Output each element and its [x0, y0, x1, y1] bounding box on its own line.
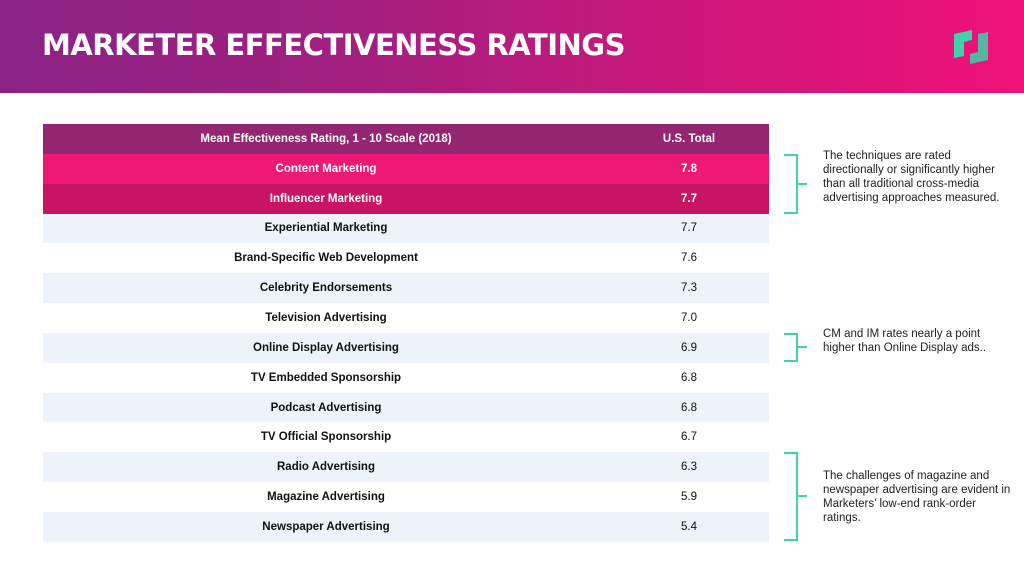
annotation-bracket-3-tick — [798, 495, 807, 497]
row-label: Influencer Marketing — [43, 183, 609, 214]
table-row: Radio Advertising 6.3 — [43, 452, 769, 483]
header-banner: MARKETER EFFECTIVENESS RATINGS — [0, 0, 1024, 93]
row-label: Content Marketing — [43, 153, 609, 184]
row-label: TV Embedded Sponsorship — [43, 362, 609, 393]
column-header-category: Mean Effectiveness Rating, 1 - 10 Scale … — [43, 124, 609, 154]
row-value: 5.4 — [609, 511, 769, 542]
row-value: 7.7 — [609, 213, 769, 244]
brand-logo-icon — [954, 30, 988, 64]
row-value: 7.3 — [609, 273, 769, 304]
annotation-bracket-1 — [784, 154, 798, 214]
row-value: 6.9 — [609, 332, 769, 363]
annotation-bracket-3 — [784, 452, 798, 541]
table-row: TV Official Sponsorship 6.7 — [43, 422, 769, 453]
row-value: 6.7 — [609, 422, 769, 453]
ratings-table: Mean Effectiveness Rating, 1 - 10 Scale … — [43, 124, 769, 542]
annotation-note-1: The techniques are rated directionally o… — [823, 150, 1000, 204]
annotation-bracket-2-tick — [798, 346, 807, 348]
row-label: Television Advertising — [43, 303, 609, 333]
row-label: TV Official Sponsorship — [43, 422, 609, 453]
table-row: Brand-Specific Web Development 7.6 — [43, 243, 769, 274]
table-row: Magazine Advertising 5.9 — [43, 482, 769, 512]
page-title: MARKETER EFFECTIVENESS RATINGS — [42, 28, 625, 62]
annotation-note-3: The challenges of magazine and newspaper… — [823, 470, 1011, 524]
table-row: Influencer Marketing 7.7 — [43, 183, 769, 214]
annotation-note-2: CM and IM rates nearly a point higher th… — [823, 328, 987, 354]
table-row: Experiential Marketing 7.7 — [43, 213, 769, 244]
table-row: Online Display Advertising 6.9 — [43, 332, 769, 363]
row-label: Magazine Advertising — [43, 482, 609, 512]
row-value: 7.7 — [609, 183, 769, 214]
row-label: Podcast Advertising — [43, 392, 609, 423]
annotation-bracket-1-tick — [798, 183, 807, 185]
table-row: Television Advertising 7.0 — [43, 303, 769, 333]
table-row: Celebrity Endorsements 7.3 — [43, 273, 769, 304]
row-value: 7.0 — [609, 303, 769, 333]
row-value: 6.8 — [609, 392, 769, 423]
annotation-bracket-2 — [784, 333, 798, 362]
table-row: Content Marketing 7.8 — [43, 153, 769, 184]
row-label: Radio Advertising — [43, 452, 609, 483]
table-row: Podcast Advertising 6.8 — [43, 392, 769, 423]
table-row: Newspaper Advertising 5.4 — [43, 511, 769, 542]
column-header-us-total: U.S. Total — [609, 124, 769, 154]
table-body: Content Marketing 7.8 Influencer Marketing… — [43, 153, 769, 542]
row-value: 6.8 — [609, 362, 769, 393]
row-label: Newspaper Advertising — [43, 511, 609, 542]
row-label: Celebrity Endorsements — [43, 273, 609, 304]
row-label: Brand-Specific Web Development — [43, 243, 609, 274]
table-row: TV Embedded Sponsorship 6.8 — [43, 362, 769, 393]
row-value: 7.6 — [609, 243, 769, 274]
table-header-row: Mean Effectiveness Rating, 1 - 10 Scale … — [43, 124, 769, 154]
row-value: 7.8 — [609, 153, 769, 184]
row-value: 5.9 — [609, 482, 769, 512]
row-value: 6.3 — [609, 452, 769, 483]
row-label: Experiential Marketing — [43, 213, 609, 244]
row-label: Online Display Advertising — [43, 332, 609, 363]
